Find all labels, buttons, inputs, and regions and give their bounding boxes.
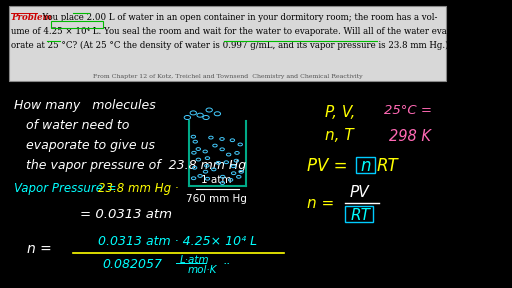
Text: orate at 25 °C? (At 25 °C the density of water is 0.997 g/mL, and its vapor pres: orate at 25 °C? (At 25 °C the density of… [11, 41, 449, 50]
Text: n: n [360, 157, 371, 175]
Text: n, T: n, T [325, 128, 354, 143]
Text: ume of 4.25 × 10⁴ L. You seal the room and wait for the water to evaporate. Will: ume of 4.25 × 10⁴ L. You seal the room a… [11, 27, 456, 36]
Text: n =: n = [27, 242, 52, 256]
Text: of water need to: of water need to [14, 119, 129, 132]
FancyBboxPatch shape [9, 6, 445, 81]
Text: 0.082057: 0.082057 [102, 258, 162, 271]
Text: 298 K: 298 K [389, 129, 431, 144]
Text: 25°C =: 25°C = [385, 104, 432, 118]
Text: mol·K: mol·K [188, 265, 217, 275]
Text: 23.8 mm Hg ·: 23.8 mm Hg · [98, 182, 178, 195]
Text: 0.0313 atm · 4.25× 10⁴ L: 0.0313 atm · 4.25× 10⁴ L [98, 235, 257, 248]
Text: How many   molecules: How many molecules [14, 98, 156, 112]
Text: Problem: Problem [11, 13, 52, 22]
Text: evaporate to give us: evaporate to give us [14, 139, 155, 152]
Text: Vapor Pressure =: Vapor Pressure = [14, 182, 116, 195]
Text: 1 atm: 1 atm [201, 175, 231, 185]
Text: PV: PV [349, 185, 369, 200]
Text: From Chapter 12 of Kotz, Treichel and Townsend  Chemistry and Chemical Reactivit: From Chapter 12 of Kotz, Treichel and To… [93, 74, 362, 79]
Text: the vapor pressure of  23.8 mm Hg: the vapor pressure of 23.8 mm Hg [14, 159, 246, 172]
Text: L·atm: L·atm [180, 255, 209, 265]
Text: ··: ·· [223, 258, 231, 271]
Text: = 0.0313 atm: = 0.0313 atm [79, 208, 172, 221]
Text: You place 2.00 L of water in an open container in your dormitory room; the room : You place 2.00 L of water in an open con… [37, 13, 437, 22]
Text: n =: n = [307, 196, 334, 211]
Text: PV =: PV = [307, 157, 353, 175]
Text: RT: RT [376, 157, 398, 175]
Text: P, V,: P, V, [325, 105, 355, 120]
Text: RT: RT [351, 208, 371, 223]
Text: 760 mm Hg: 760 mm Hg [185, 194, 246, 204]
